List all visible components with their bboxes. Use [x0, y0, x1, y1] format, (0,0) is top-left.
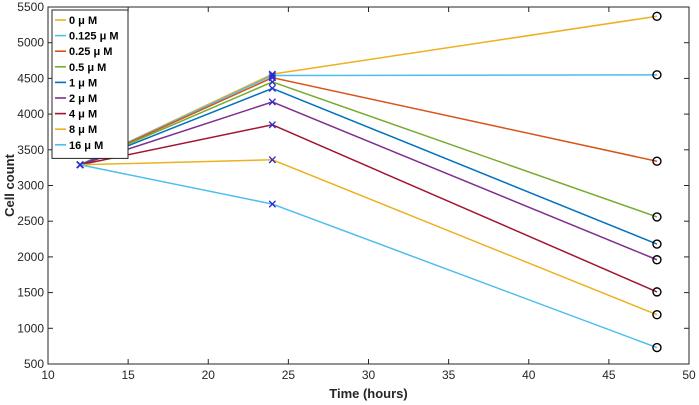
- legend-label: 8 μ M: [69, 124, 97, 136]
- data-point-cross: [268, 156, 277, 164]
- ticks-layer: 10 15 20 25 30 35 40 45 50 500 1000 1500 2000 2500 300…: [17, 0, 696, 382]
- legend: 0 μ M 0.125 μ M 0.25 μ M 0.5 μ M 1 μ M 2 μ M 4…: [51, 9, 129, 159]
- data-point-circle: [652, 11, 662, 21]
- y-tick-label: 1500: [17, 286, 44, 300]
- x-tick-label: 20: [202, 368, 216, 382]
- legend-label: 4 μ M: [69, 109, 97, 121]
- data-point-circle: [652, 156, 662, 166]
- y-tick-label: 5000: [17, 36, 44, 50]
- legend-label: 0.25 μ M: [69, 46, 112, 58]
- data-point-cross: [268, 200, 277, 208]
- legend-label: 16 μ M: [69, 140, 103, 152]
- data-point-cross: [268, 121, 277, 129]
- x-tick-label: 40: [522, 368, 536, 382]
- y-tick-label: 2000: [17, 250, 44, 264]
- y-tick-label: 3000: [17, 179, 44, 193]
- x-tick-label: 10: [41, 368, 55, 382]
- legend-label: 0.5 μ M: [69, 62, 106, 74]
- x-axis-label: Time (hours): [329, 386, 408, 401]
- data-point-cross: [268, 71, 277, 80]
- data-point-cross: [76, 161, 84, 169]
- data-point-cross: [268, 84, 277, 93]
- data-point-circle: [652, 287, 662, 297]
- y-tick-label: 4500: [17, 71, 44, 85]
- markers-layer: [76, 11, 662, 353]
- data-point-circle: [652, 212, 662, 222]
- y-axis-label: Cell count: [2, 153, 17, 217]
- legend-box: [51, 9, 129, 159]
- x-tick-label: 30: [362, 368, 376, 382]
- y-tick-label: 5500: [17, 0, 44, 14]
- legend-label: 0.125 μ M: [69, 31, 119, 43]
- x-tick-label: 50: [682, 368, 696, 382]
- data-point-circle: [652, 255, 662, 265]
- data-point-circle: [652, 70, 662, 80]
- y-tick-label: 4000: [17, 107, 44, 121]
- data-point-cross: [268, 78, 277, 86]
- x-tick-label: 45: [602, 368, 616, 382]
- y-tick-label: 3500: [17, 143, 44, 157]
- legend-label: 1 μ M: [69, 77, 97, 89]
- legend-label: 0 μ M: [69, 15, 97, 27]
- data-point-cross: [268, 98, 277, 106]
- y-tick-label: 2500: [17, 214, 44, 228]
- legend-label: 2 μ M: [69, 93, 97, 105]
- data-point-circle: [652, 342, 662, 353]
- x-tick-label: 35: [442, 368, 456, 382]
- data-point-circle: [652, 310, 662, 320]
- y-tick-label: 1000: [17, 321, 44, 335]
- y-tick-label: 500: [24, 357, 44, 371]
- data-point-circle: [652, 239, 662, 249]
- x-tick-label: 15: [121, 368, 135, 382]
- x-tick-label: 25: [282, 368, 296, 382]
- plot-area: [48, 7, 689, 364]
